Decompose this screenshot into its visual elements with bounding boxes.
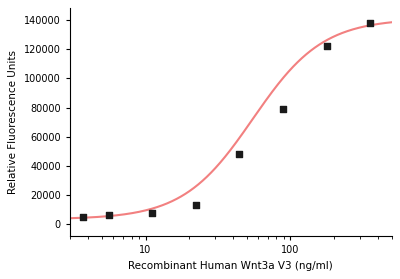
Point — [106, 213, 112, 218]
Point — [192, 203, 199, 208]
X-axis label: Recombinant Human Wnt3a V3 (ng/ml): Recombinant Human Wnt3a V3 (ng/ml) — [128, 261, 333, 271]
Y-axis label: Relative Fluorescence Units: Relative Fluorescence Units — [8, 50, 18, 194]
Point — [80, 215, 86, 219]
Point — [367, 21, 374, 25]
Point — [236, 152, 242, 157]
Point — [280, 107, 286, 111]
Point — [149, 211, 155, 216]
Point — [324, 44, 330, 49]
